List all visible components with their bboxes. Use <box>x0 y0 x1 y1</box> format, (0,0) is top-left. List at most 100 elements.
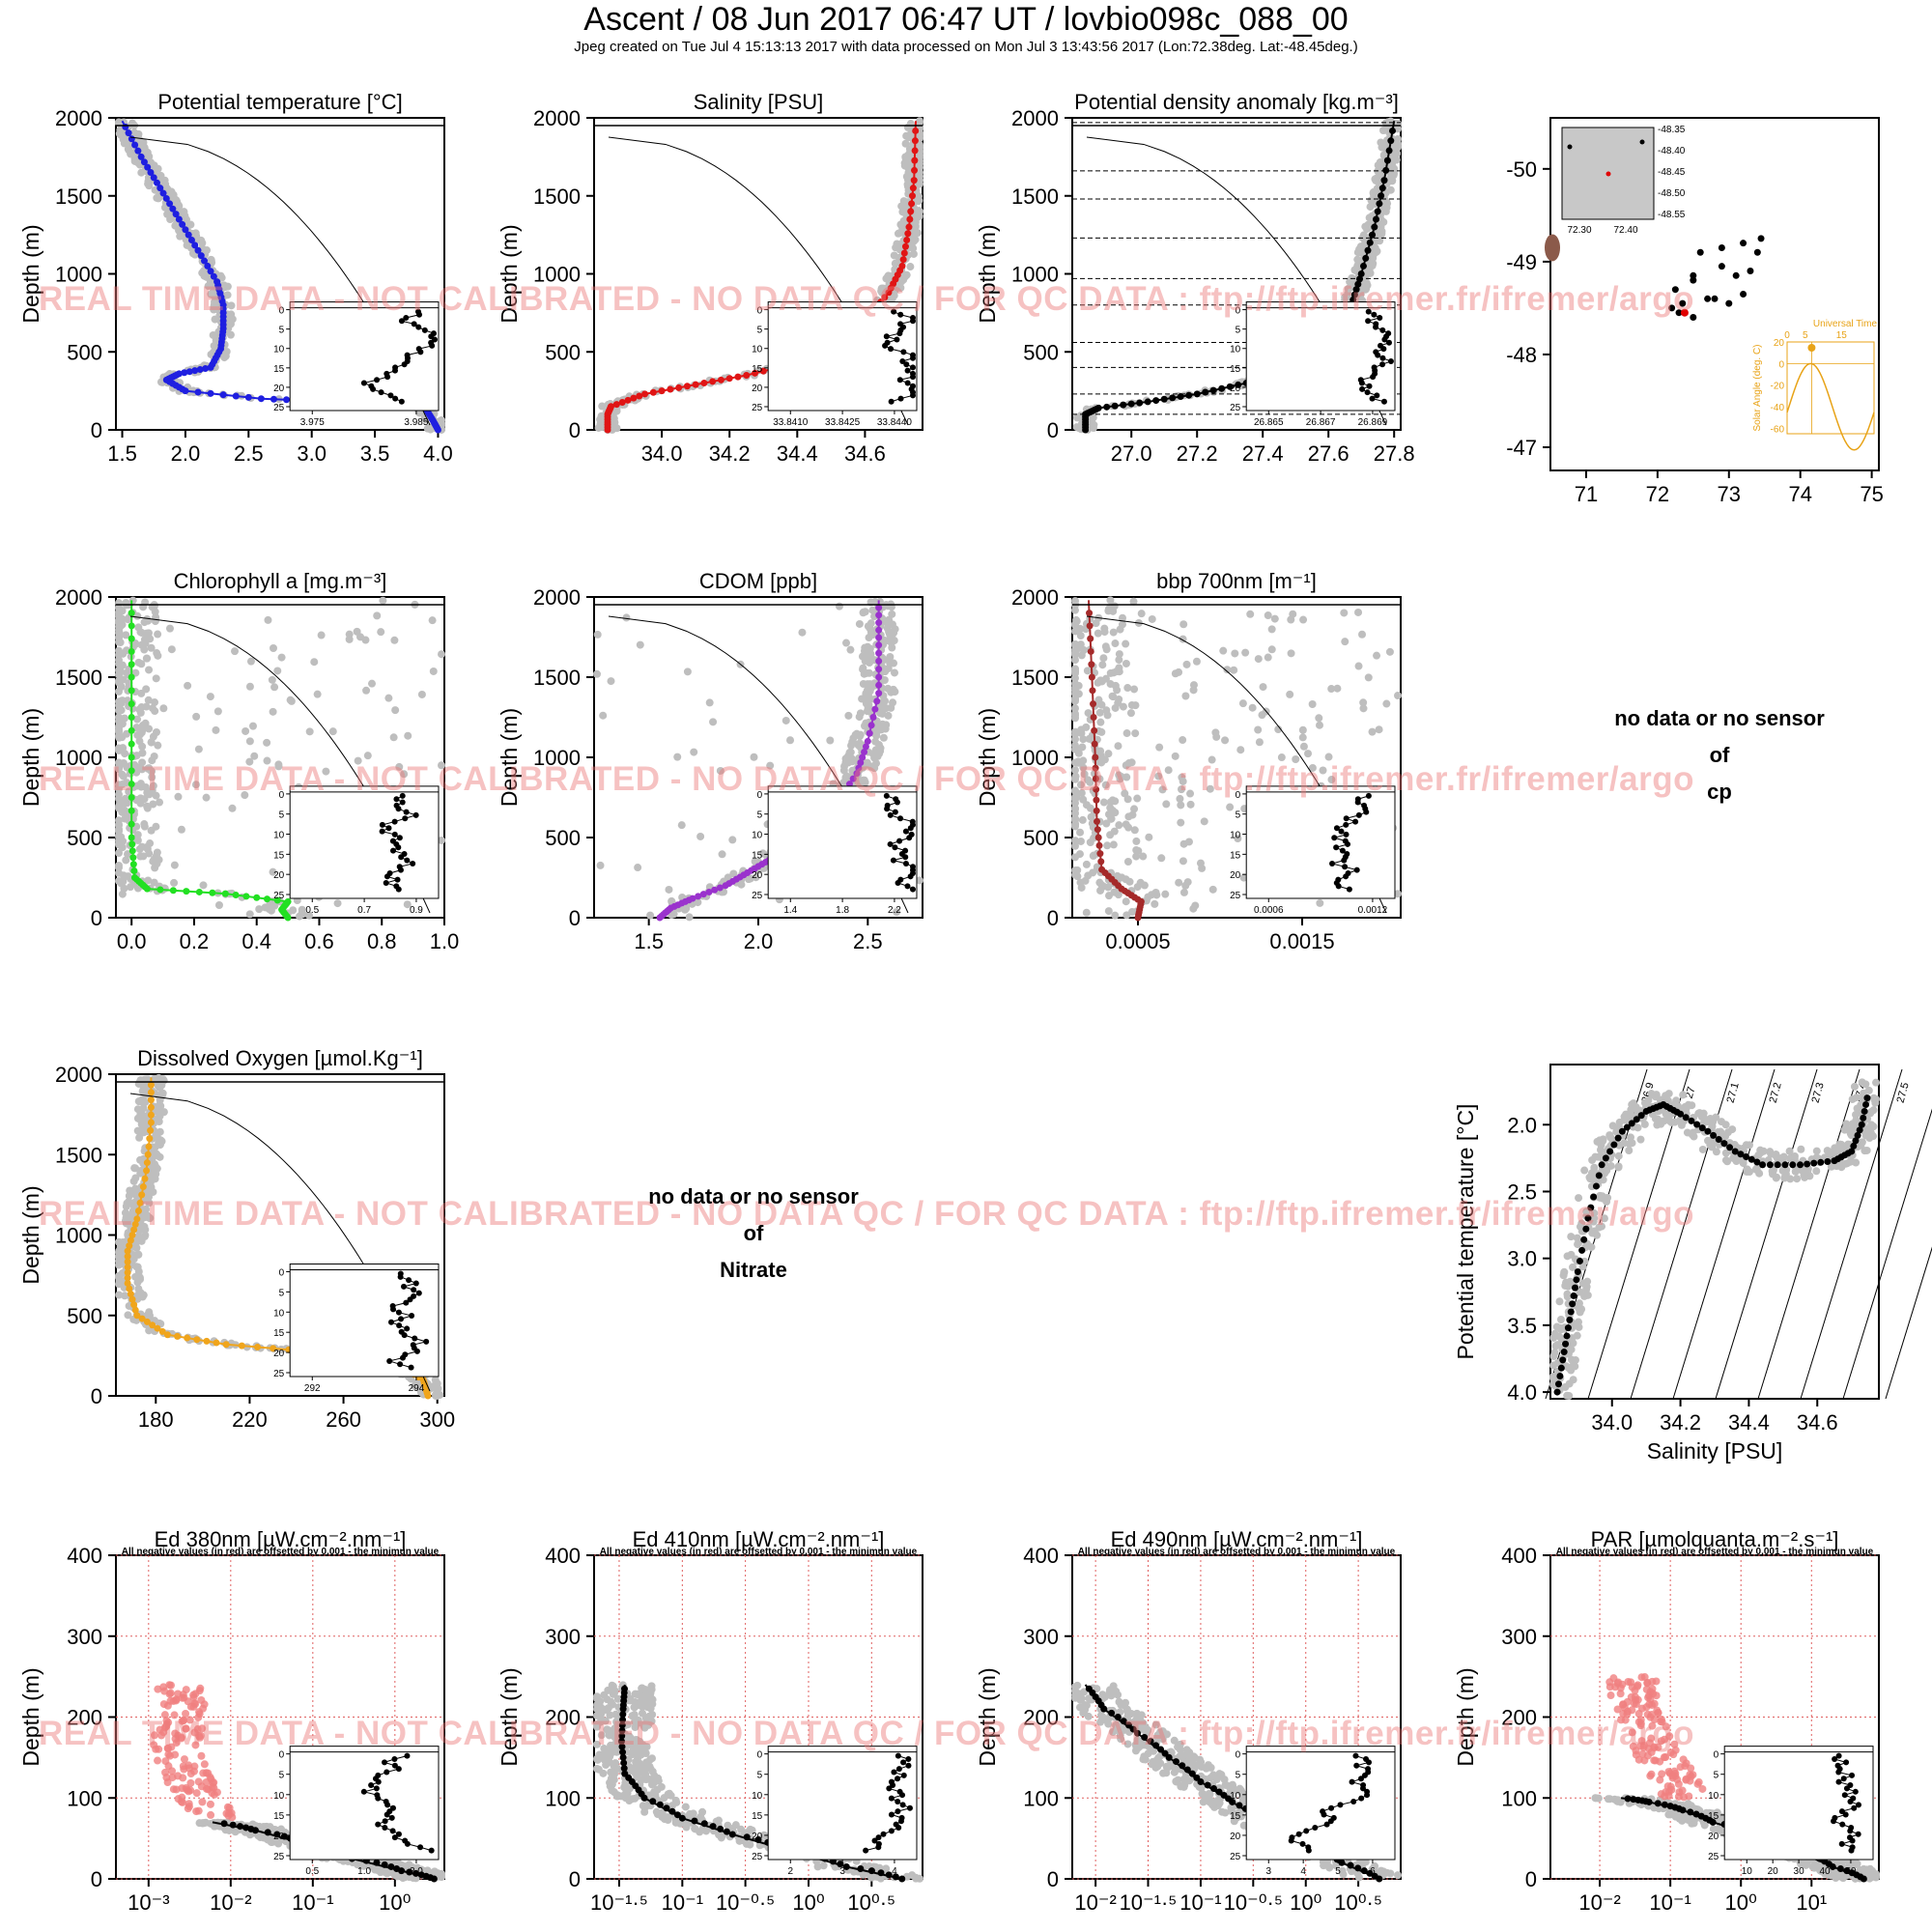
dens-profile-point <box>1144 398 1151 406</box>
bbp-history-point <box>1211 728 1220 737</box>
chla-history-point <box>390 636 399 644</box>
temp-profile-point <box>207 268 214 275</box>
sal-history-point <box>596 415 605 424</box>
temp-profile-point <box>257 395 265 403</box>
chla-history-point <box>151 864 159 872</box>
doxy-profile-point <box>147 1103 155 1111</box>
chla-history-point <box>245 682 254 691</box>
chla-history-point <box>150 878 158 887</box>
chla-history-point <box>265 904 273 913</box>
ed380-profile-point <box>387 1862 395 1870</box>
chla-inset-point <box>397 867 404 873</box>
temp-inset-xtick-label: 3.975 <box>300 417 325 428</box>
temp-profile-point <box>179 220 186 228</box>
bbp-history-point <box>1115 650 1123 659</box>
ed380-negative-point <box>196 1731 205 1740</box>
sal-inset-point <box>910 392 916 399</box>
cdom-profile-point <box>875 634 883 641</box>
chla-history-point <box>115 821 123 830</box>
cdom-inset-point <box>895 879 901 886</box>
bbp-inset-point <box>1365 792 1372 799</box>
chla-history-point <box>269 644 277 653</box>
chla-history-point <box>231 647 240 656</box>
bbp-history-point <box>1104 907 1113 916</box>
temp-inset-point <box>417 349 424 355</box>
bbp-inset-point <box>1331 835 1338 841</box>
temp-profile-point <box>194 246 202 254</box>
sal-inset-point <box>897 395 904 402</box>
cdom-profile-point <box>866 729 873 737</box>
chla-history-point <box>135 737 144 746</box>
chla-inset-point <box>389 847 396 854</box>
sal-profile-point <box>910 177 918 185</box>
cdom-inset-point <box>897 815 904 822</box>
bbp-history-point <box>1074 749 1083 757</box>
dens-xtick-label: 27.0 <box>1111 441 1152 466</box>
dens-profile-point <box>1373 215 1379 223</box>
bbp-history-point <box>1121 789 1129 798</box>
chla-profile-point <box>128 847 136 855</box>
doxy-profile-point <box>134 1208 142 1215</box>
ed380-profile-point <box>237 1823 244 1831</box>
ed410-xtick-label: 10⁻¹·⁵ <box>590 1890 648 1915</box>
bbp-history-point <box>1171 669 1179 678</box>
ed410-history-point <box>912 1873 921 1882</box>
chla-profile-point <box>128 820 135 828</box>
ed410-history-point <box>607 1697 615 1706</box>
chla-history-point <box>184 681 192 690</box>
temp-inset-point <box>429 342 436 349</box>
chla-history-point <box>154 630 162 639</box>
ed380-negative-point <box>154 1756 162 1765</box>
bbp-history-point <box>1358 630 1367 639</box>
ed380-inset-point <box>375 1795 382 1802</box>
sal-inset-point <box>903 361 910 368</box>
cdom-title: CDOM [ppb] <box>699 569 817 593</box>
doxy-history-point <box>131 1174 140 1182</box>
ed410-history-point <box>696 1828 704 1836</box>
cdom-history-point <box>636 640 644 649</box>
panels-layer: 1.5 2.0 2.5 3.0 3.5 4.00500100015002000Potent… <box>18 90 1932 1915</box>
sal-inset-ytick-label: 15 <box>752 364 763 375</box>
bbp-history-point <box>1200 817 1208 826</box>
doxy-history-point <box>115 1271 123 1280</box>
ed380-ytick-label: 200 <box>67 1706 102 1730</box>
ed380-negative-point <box>170 1711 179 1719</box>
bbp-history-point <box>1086 838 1094 847</box>
cdom-ytick-label: 0 <box>569 906 581 930</box>
dens-history-point <box>1386 185 1395 194</box>
temp-history-point <box>210 341 218 350</box>
bbp-history-point <box>1340 609 1349 617</box>
doxy-profile-point <box>213 1339 220 1347</box>
cdom-history-point <box>786 736 795 745</box>
chla-history-point <box>354 756 362 765</box>
temp-profile-point <box>131 141 139 149</box>
chla-history-point <box>228 804 237 812</box>
bbp-history-point <box>1385 647 1394 656</box>
chla-inset-point <box>395 886 402 893</box>
bbp-history-point <box>1299 615 1308 624</box>
cdom-ytick-label: 1500 <box>533 666 581 690</box>
cdom-inset-ytick-label: 25 <box>752 891 763 901</box>
bbp-profile-point <box>1091 740 1098 748</box>
sal-inset-point <box>910 364 916 371</box>
dens-inset-xtick-label: 26.869 <box>1358 417 1388 428</box>
bbp-ylabel: Depth (m) <box>975 708 1000 807</box>
doxy-history-point <box>133 1278 142 1287</box>
bbp-history-point <box>1208 885 1217 894</box>
sal-history-point <box>916 159 923 168</box>
sal-history-point <box>909 244 918 253</box>
bbp-history-point <box>1267 645 1276 654</box>
sal-history-point <box>898 223 907 232</box>
bbp-history-point <box>1157 854 1166 863</box>
sal-history-point <box>916 118 923 127</box>
ed380-negative-point <box>150 1731 158 1740</box>
dens-history-point <box>1090 420 1098 429</box>
chla-history-point <box>270 683 279 692</box>
bbp-history-point <box>1122 911 1131 920</box>
temp-xtick-label: 1.5 <box>107 441 137 466</box>
sal-ytick-label: 0 <box>569 418 581 442</box>
sal-panel: 34.0 34.2 34.4 34.60500100015002000Salinity… <box>497 90 923 466</box>
temp-profile-point <box>125 129 132 137</box>
chla-history-point <box>377 628 385 637</box>
